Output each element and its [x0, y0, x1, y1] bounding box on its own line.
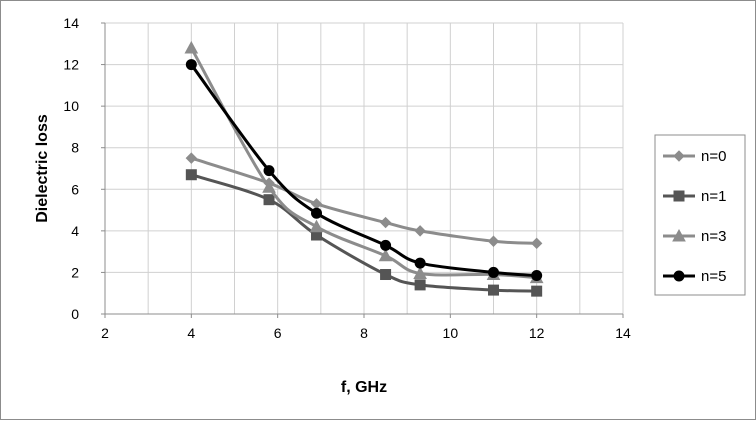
data-point-n-1	[414, 279, 426, 291]
x-axis-title: f, GHz	[341, 379, 387, 396]
data-point-n-5	[263, 165, 275, 177]
y-tick-label: 6	[71, 181, 79, 197]
legend-item-n-0: n=0	[663, 148, 726, 165]
data-point-n-3	[378, 248, 393, 262]
legend-marker	[673, 190, 685, 202]
data-point-n-0	[487, 235, 500, 247]
data-point-n-1	[185, 169, 197, 181]
x-tick-label: 14	[615, 325, 631, 341]
series-n-1	[185, 169, 543, 297]
data-point-n-0	[310, 198, 323, 210]
data-point-n-0	[414, 225, 426, 237]
legend-marker	[673, 150, 685, 162]
tick-labels: 2 4 6 8 10 12 14 0 2 4 6 8 10 12 14	[63, 15, 631, 341]
data-point-n-1	[488, 284, 499, 296]
data-point-n-1	[531, 285, 543, 297]
data-point-n-5	[380, 239, 392, 251]
data-point-n-0	[379, 216, 392, 229]
data-point-n-3	[413, 266, 427, 279]
grid	[104, 22, 624, 315]
y-tick-label: 2	[71, 264, 79, 280]
legend-item-n-5: n=5	[663, 268, 726, 285]
legend-item-n-3: n=3	[663, 228, 726, 245]
legend-marker	[673, 270, 685, 282]
y-tick-label: 4	[71, 223, 79, 239]
legend: n=0 n=1 n=3 n=5	[654, 134, 746, 296]
x-tick-label: 2	[101, 325, 109, 341]
series-n-5	[185, 59, 543, 282]
data-point-n-3	[184, 40, 199, 54]
y-tick-label: 8	[71, 140, 79, 156]
series-lines	[184, 40, 544, 297]
data-point-n-5	[311, 207, 323, 219]
y-axis-title: Dielectric loss	[34, 114, 51, 223]
x-tick-label: 12	[529, 325, 545, 341]
axes	[101, 22, 624, 318]
legend-item-n-1: n=1	[663, 188, 726, 205]
y-tick-label: 14	[63, 15, 79, 31]
y-tick-label: 12	[63, 57, 79, 73]
data-point-n-5	[531, 270, 543, 282]
data-point-n-1	[380, 269, 392, 281]
legend-label: n=1	[701, 188, 726, 205]
y-tick-label: 10	[63, 98, 79, 114]
legend-marker	[672, 228, 686, 242]
data-point-n-5	[185, 59, 197, 71]
legend-label: n=3	[701, 228, 726, 245]
legend-box	[654, 134, 746, 296]
data-point-n-3	[262, 180, 276, 193]
x-tick-label: 8	[360, 325, 368, 341]
data-point-n-1	[263, 194, 275, 206]
data-point-n-0	[185, 152, 198, 164]
x-tick-label: 4	[187, 325, 195, 341]
data-point-n-5	[414, 257, 426, 269]
x-tick-label: 6	[274, 325, 282, 341]
x-tick-label: 10	[443, 325, 459, 341]
data-point-n-5	[488, 266, 499, 278]
data-point-n-3	[309, 219, 324, 233]
legend-label: n=5	[701, 268, 726, 285]
legend-label: n=0	[701, 148, 726, 165]
y-tick-label: 0	[71, 306, 79, 322]
data-point-n-0	[530, 237, 543, 250]
